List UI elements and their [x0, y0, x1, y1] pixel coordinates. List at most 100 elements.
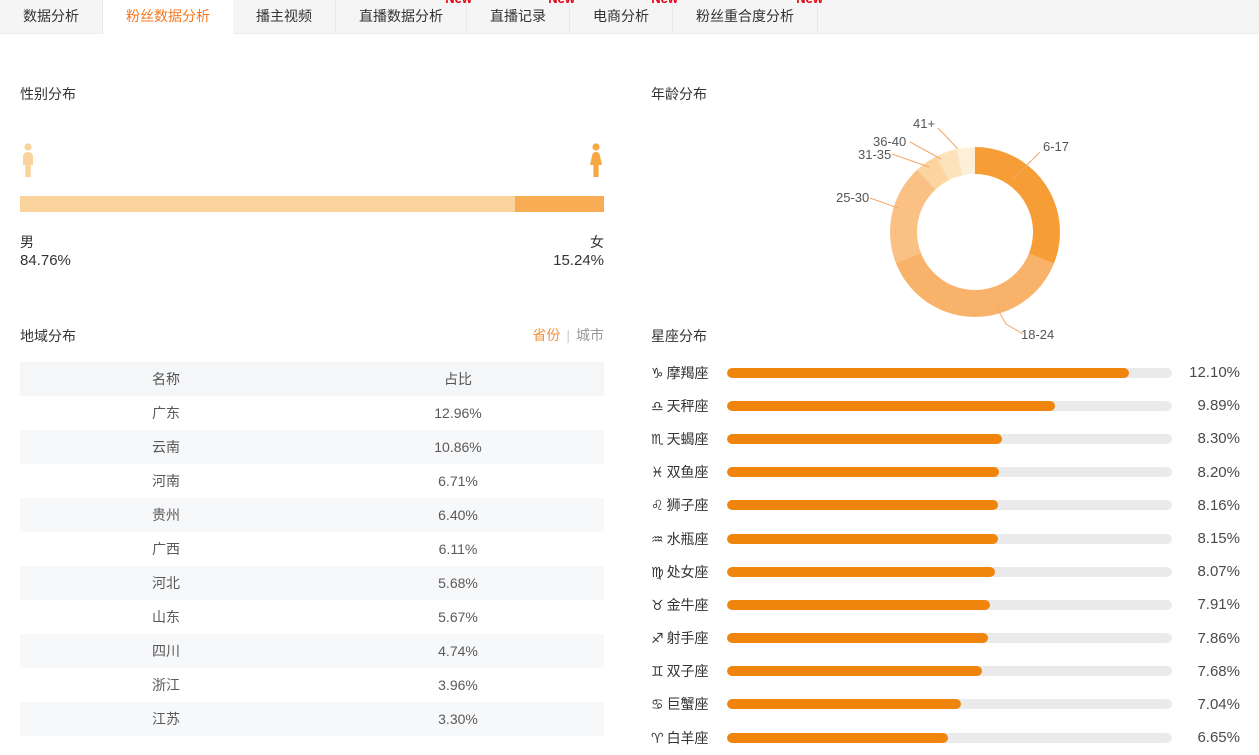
zodiac-name-text: 天秤座 [666, 397, 709, 414]
new-badge: New [796, 0, 823, 6]
region-name: 山东 [152, 609, 180, 625]
zodiac-row-libra: ♎ 天秤座 9.89% [651, 389, 1240, 422]
toggle-divider: | [566, 327, 570, 343]
female-bar-segment [514, 196, 604, 212]
zodiac-name: ♒ 水瓶座 [651, 529, 727, 549]
zodiac-row-leo: ♌ 狮子座 8.16% [651, 489, 1240, 522]
zodiac-name: ♓ 双鱼座 [651, 462, 727, 482]
aquarius-icon: ♒ [651, 531, 664, 548]
zodiac-bar-fill [727, 633, 989, 644]
zodiac-percent: 12.10% [1189, 364, 1240, 382]
zodiac-row-aries: ♈ 白羊座 6.65% [651, 721, 1240, 754]
zodiac-bar-track [727, 467, 1172, 478]
region-row-jiangsu: 江苏 3.30% [20, 702, 604, 736]
zodiac-name: ♈ 白羊座 [651, 728, 727, 748]
female-label: 女 [590, 234, 604, 250]
zodiac-bar-fill [727, 400, 1056, 411]
age-label-6-17: 6-17 [1043, 139, 1070, 154]
zodiac-bar-track [727, 500, 1172, 511]
toggle-city[interactable]: 城市 [576, 327, 604, 343]
libra-icon: ♎ [651, 398, 664, 415]
zodiac-name: ♊ 双子座 [651, 661, 727, 681]
gemini-icon: ♊ [651, 664, 664, 681]
region-name: 河北 [152, 575, 180, 591]
zodiac-bar-list: ♑ 摩羯座 12.10% ♎ 天秤座 9.89% ♏ 天蝎座 8.30% ♓ 双鱼座 8.20% ♌ 狮子… [651, 356, 1240, 754]
age-label-31-35: 31-35 [858, 147, 892, 162]
zodiac-percent: 8.30% [1197, 430, 1240, 448]
zodiac-name-text: 射手座 [666, 630, 709, 647]
age-donut-chart[interactable] [890, 147, 1060, 317]
zodiac-row-capricorn: ♑ 摩羯座 12.10% [651, 356, 1240, 389]
zodiac-name: ♎ 天秤座 [651, 396, 727, 416]
zodiac-name-text: 金牛座 [666, 596, 709, 613]
zodiac-percent: 8.20% [1197, 463, 1240, 481]
new-badge: New [548, 0, 575, 6]
virgo-icon: ♍ [651, 564, 664, 581]
zodiac-percent: 7.91% [1197, 596, 1240, 614]
tab-label: 电商分析 [593, 8, 649, 24]
zodiac-name-text: 处女座 [666, 563, 709, 580]
zodiac-bar-track [727, 433, 1172, 444]
zodiac-row-cancer: ♋ 巨蟹座 7.04% [651, 688, 1240, 721]
region-section-title: 地域分布 [20, 328, 76, 344]
zodiac-bar-track [727, 400, 1172, 411]
zodiac-row-gemini: ♊ 双子座 7.68% [651, 655, 1240, 688]
zodiac-name: ♉ 金牛座 [651, 595, 727, 615]
zodiac-bar-track [727, 533, 1172, 544]
tab-ecommerce-analysis[interactable]: 电商分析New [570, 0, 678, 33]
zodiac-bar-track [727, 699, 1172, 710]
zodiac-row-pisces: ♓ 双鱼座 8.20% [651, 456, 1240, 489]
column-share-header: 占比 [444, 371, 472, 387]
zodiac-bar-track [727, 633, 1172, 644]
taurus-icon: ♉ [651, 597, 664, 614]
zodiac-section-title: 星座分布 [651, 328, 707, 344]
new-badge: New [651, 0, 678, 6]
gender-section-title: 性别分布 [20, 86, 76, 102]
zodiac-row-taurus: ♉ 金牛座 7.91% [651, 588, 1240, 621]
age-section-title: 年龄分布 [651, 86, 707, 102]
zodiac-name-text: 水瓶座 [666, 530, 709, 547]
capricorn-icon: ♑ [651, 365, 664, 382]
region-name: 云南 [152, 439, 180, 455]
region-name: 广东 [152, 405, 180, 421]
zodiac-row-scorpio: ♏ 天蝎座 8.30% [651, 422, 1240, 455]
tab-bar: 数据分析粉丝数据分析播主视频直播数据分析New直播记录New电商分析New粉丝重… [0, 0, 1259, 34]
region-share: 3.30% [438, 711, 478, 727]
tab-label: 数据分析 [23, 8, 79, 24]
region-toggle: 省份 | 城市 [532, 325, 604, 345]
zodiac-bar-fill [727, 599, 990, 610]
leo-icon: ♌ [651, 498, 664, 515]
new-badge: New [445, 0, 472, 6]
region-name: 广西 [152, 541, 180, 557]
zodiac-bar-track [727, 566, 1172, 577]
tab-creator-videos[interactable]: 播主视频 [233, 0, 336, 33]
region-row-zhejiang: 浙江 3.96% [20, 668, 604, 702]
region-name: 河南 [152, 473, 180, 489]
zodiac-bar-track [727, 367, 1172, 378]
tab-fans-overlap-analysis[interactable]: 粉丝重合度分析New [673, 0, 823, 33]
tab-data-analysis[interactable]: 数据分析 [0, 0, 103, 33]
tab-fans-data-analysis[interactable]: 粉丝数据分析 [103, 0, 233, 34]
zodiac-percent: 7.04% [1197, 695, 1240, 713]
region-share: 4.74% [438, 643, 478, 659]
zodiac-bar-fill [727, 433, 1003, 444]
zodiac-bar-fill [727, 732, 948, 743]
male-label: 男 [20, 234, 34, 250]
zodiac-name-text: 天蝎座 [666, 430, 709, 447]
region-row-sichuan: 四川 4.74% [20, 634, 604, 668]
zodiac-percent: 9.89% [1197, 397, 1240, 415]
zodiac-bar-track [727, 732, 1172, 743]
scorpio-icon: ♏ [651, 431, 664, 448]
zodiac-name-text: 双鱼座 [666, 464, 709, 481]
tab-live-records[interactable]: 直播记录New [467, 0, 575, 33]
zodiac-bar-fill [727, 467, 1000, 478]
region-share: 5.67% [438, 609, 478, 625]
tab-live-data-analysis[interactable]: 直播数据分析New [336, 0, 472, 33]
zodiac-name-text: 巨蟹座 [666, 696, 709, 713]
gender-ratio-bar [20, 196, 604, 212]
male-bar-segment [20, 196, 515, 212]
tab-label: 播主视频 [256, 8, 312, 24]
toggle-province[interactable]: 省份 [532, 327, 561, 343]
zodiac-percent: 7.68% [1197, 662, 1240, 680]
zodiac-name-text: 摩羯座 [666, 364, 709, 381]
